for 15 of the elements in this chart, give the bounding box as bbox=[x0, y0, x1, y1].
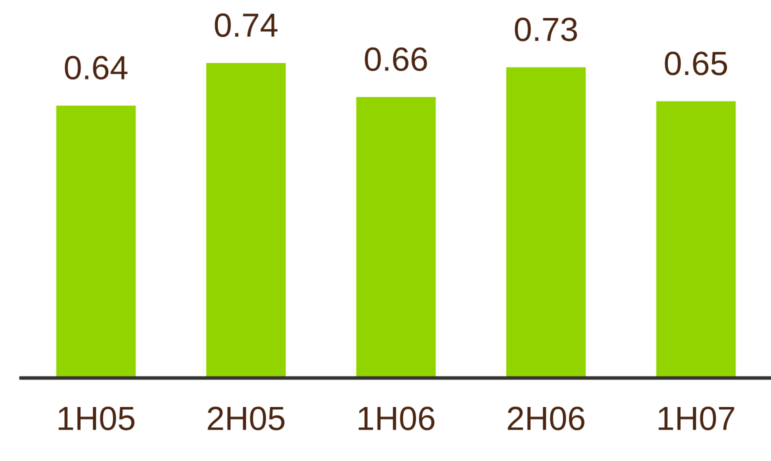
bar bbox=[356, 97, 436, 378]
data-label: 0.73 bbox=[514, 18, 577, 42]
data-label: 0.64 bbox=[64, 56, 128, 80]
bar bbox=[56, 106, 136, 378]
data-label: 0.65 bbox=[664, 52, 728, 76]
x-tick-label: 2H05 bbox=[208, 406, 284, 430]
x-tick-label: 1H07 bbox=[658, 406, 734, 430]
x-tick-label: 2H06 bbox=[508, 406, 584, 430]
bar bbox=[506, 67, 586, 378]
bar bbox=[656, 101, 736, 378]
data-label: 0.66 bbox=[364, 47, 427, 72]
x-tick-label: 1H05 bbox=[58, 406, 134, 430]
data-label: 0.74 bbox=[214, 13, 278, 37]
x-tick-label: 1H06 bbox=[358, 406, 434, 430]
bar bbox=[206, 63, 286, 378]
